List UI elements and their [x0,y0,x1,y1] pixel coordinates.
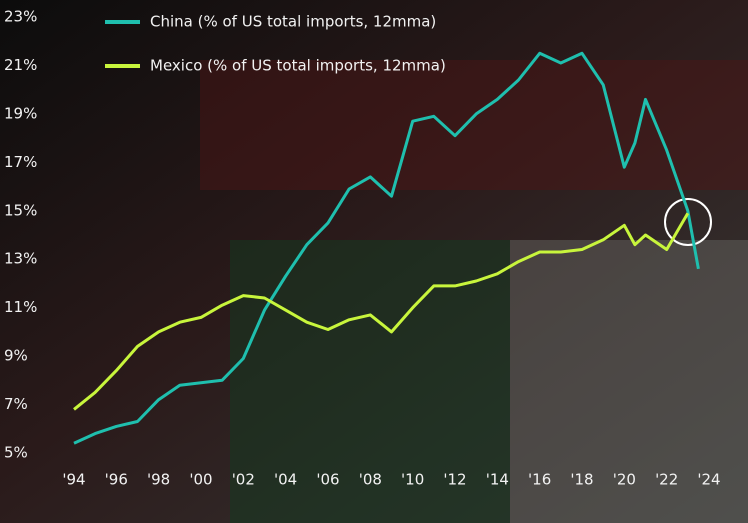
x-tick-label: '12 [443,471,466,489]
highlight-circle [664,198,712,246]
y-tick-label: 11% [4,298,37,316]
x-tick-label: '94 [62,471,85,489]
x-tick-label: '18 [570,471,593,489]
flag-white [510,240,748,523]
x-tick-label: '04 [274,471,297,489]
x-tick-label: '96 [105,471,128,489]
series-line [73,212,690,411]
x-tick-label: '02 [232,471,255,489]
x-tick-label: '06 [316,471,339,489]
container-red [200,60,748,190]
y-tick-label: 15% [4,201,37,219]
y-tick-label: 13% [4,250,37,268]
x-tick-label: '16 [528,471,551,489]
x-tick-label: '98 [147,471,170,489]
x-tick-label: '20 [613,471,636,489]
y-tick-label: 7% [4,395,28,413]
x-tick-label: '24 [697,471,720,489]
y-tick-label: 5% [4,444,28,462]
x-tick-label: '08 [359,471,382,489]
y-tick-label: 23% [4,8,37,26]
x-tick-label: '14 [486,471,509,489]
x-tick-label: '22 [655,471,678,489]
x-tick-label: '00 [189,471,212,489]
x-tick-label: '10 [401,471,424,489]
y-tick-label: 17% [4,153,37,171]
y-tick-label: 9% [4,347,28,365]
y-tick-label: 19% [4,104,37,122]
series-line [73,51,700,445]
legend-label: Mexico (% of US total imports, 12mma) [150,57,446,75]
y-tick-label: 21% [4,56,37,74]
legend-label: China (% of US total imports, 12mma) [150,13,436,31]
flag-green [230,240,510,523]
